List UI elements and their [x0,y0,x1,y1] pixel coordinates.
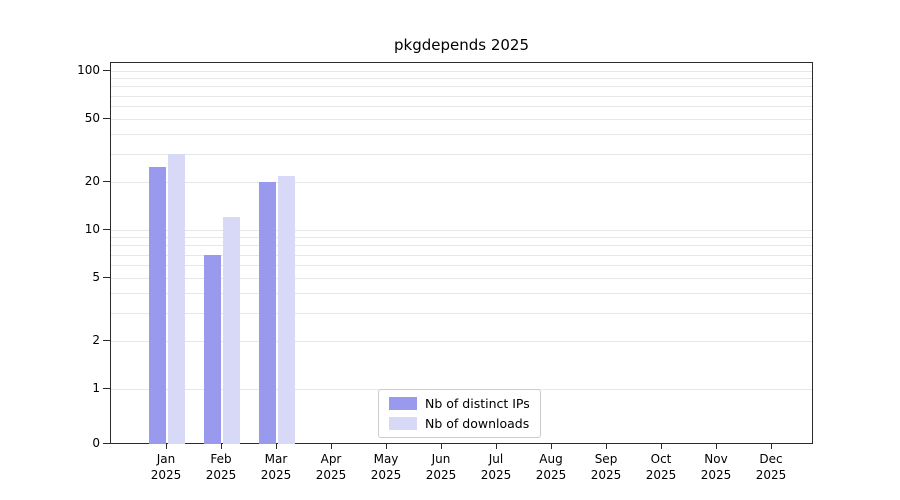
x-tick-month: Nov [704,452,728,466]
gridline [111,78,812,80]
bar-downloads [168,154,185,444]
gridline [111,245,812,247]
gridline [111,265,812,267]
x-tick-label: Jul 2025 [469,451,523,483]
y-tick-mark [103,340,110,342]
bar-distinct-ips [149,166,166,444]
x-tick-year: 2025 [535,468,567,482]
y-tick-label: 0 [92,436,100,450]
x-tick-year: 2025 [755,468,787,482]
gridline [111,341,812,343]
y-tick-mark [103,276,110,278]
x-tick-mark [661,444,662,449]
x-tick-year: 2025 [370,468,402,482]
x-tick-year: 2025 [425,468,457,482]
x-tick-year: 2025 [645,468,677,482]
bar-downloads [223,217,240,444]
gridline [111,118,812,120]
x-tick-month: Apr [320,452,342,466]
gridline [111,106,812,108]
y-tick-mark [103,443,110,444]
gridline [111,134,812,136]
x-tick-mark [606,444,607,449]
x-tick-month: May [373,452,399,466]
legend-label-downloads: Nb of downloads [425,416,530,431]
x-tick-year: 2025 [260,468,292,482]
x-tick-mark [441,444,442,449]
y-tick-label: 2 [92,333,100,348]
x-tick-mark [496,444,497,449]
x-tick-month: Oct [650,452,672,466]
x-tick-label: Nov 2025 [689,451,743,483]
x-tick-year: 2025 [315,468,347,482]
x-tick-mark [386,444,387,449]
gridline [111,293,812,295]
x-tick-label: Feb 2025 [194,451,248,483]
legend-swatch-distinct-ips [389,397,417,410]
x-tick-mark [551,444,552,449]
legend: Nb of distinct IPs Nb of downloads [378,389,541,438]
x-tick-year: 2025 [590,468,622,482]
x-tick-month: Sep [594,452,618,466]
gridline [111,277,812,279]
legend-entry: Nb of downloads [389,416,530,431]
x-tick-month: Aug [539,452,563,466]
y-tick-mark [103,229,110,230]
gridline [111,313,812,315]
x-tick-label: Oct 2025 [634,451,688,483]
x-tick-year: 2025 [150,468,182,482]
y-tick-label: 50 [84,110,100,125]
y-tick-mark [103,117,110,119]
x-tick-month: Jun [431,452,451,466]
gridline [111,237,812,239]
x-tick-year: 2025 [480,468,512,482]
x-tick-month: Jul [488,452,504,466]
y-tick-label: 10 [84,222,100,236]
gridline [111,230,812,231]
x-tick-mark [166,444,167,449]
x-tick-label: Sep 2025 [579,451,633,483]
x-tick-label: Mar 2025 [249,451,303,483]
y-tick-label: 5 [92,269,100,284]
gridline [111,154,812,156]
x-tick-label: Jun 2025 [414,451,468,483]
y-tick-label: 100 [77,63,100,77]
x-tick-label: Jan 2025 [139,451,193,483]
gridline [111,86,812,88]
x-tick-label: Aug 2025 [524,451,578,483]
x-tick-month: Jan [156,452,176,466]
gridline [111,71,812,72]
x-tick-month: Mar [264,452,288,466]
y-tick-label: 1 [92,381,100,395]
x-tick-label: May 2025 [359,451,413,483]
bar-downloads [278,175,295,444]
gridline [111,254,812,256]
y-tick-mark [103,70,110,71]
legend-entry: Nb of distinct IPs [389,396,530,411]
plot-area [110,62,813,444]
x-tick-month: Dec [759,452,783,466]
legend-swatch-downloads [389,417,417,430]
x-tick-mark [716,444,717,449]
x-tick-mark [221,444,222,449]
y-tick-mark [103,181,110,183]
x-tick-mark [331,444,332,449]
x-tick-mark [276,444,277,449]
x-tick-year: 2025 [700,468,732,482]
gridline [111,182,812,184]
bar-distinct-ips [204,254,221,444]
chart-title: pkgdepends 2025 [393,36,529,54]
legend-label-distinct-ips: Nb of distinct IPs [425,396,530,411]
y-tick-label: 20 [84,174,100,189]
y-tick-mark [103,388,110,389]
x-tick-year: 2025 [205,468,237,482]
x-tick-mark [771,444,772,449]
gridline [111,95,812,97]
bar-distinct-ips [259,182,276,444]
x-tick-label: Apr 2025 [304,451,358,483]
x-tick-label: Dec 2025 [744,451,798,483]
x-tick-month: Feb [210,452,232,466]
